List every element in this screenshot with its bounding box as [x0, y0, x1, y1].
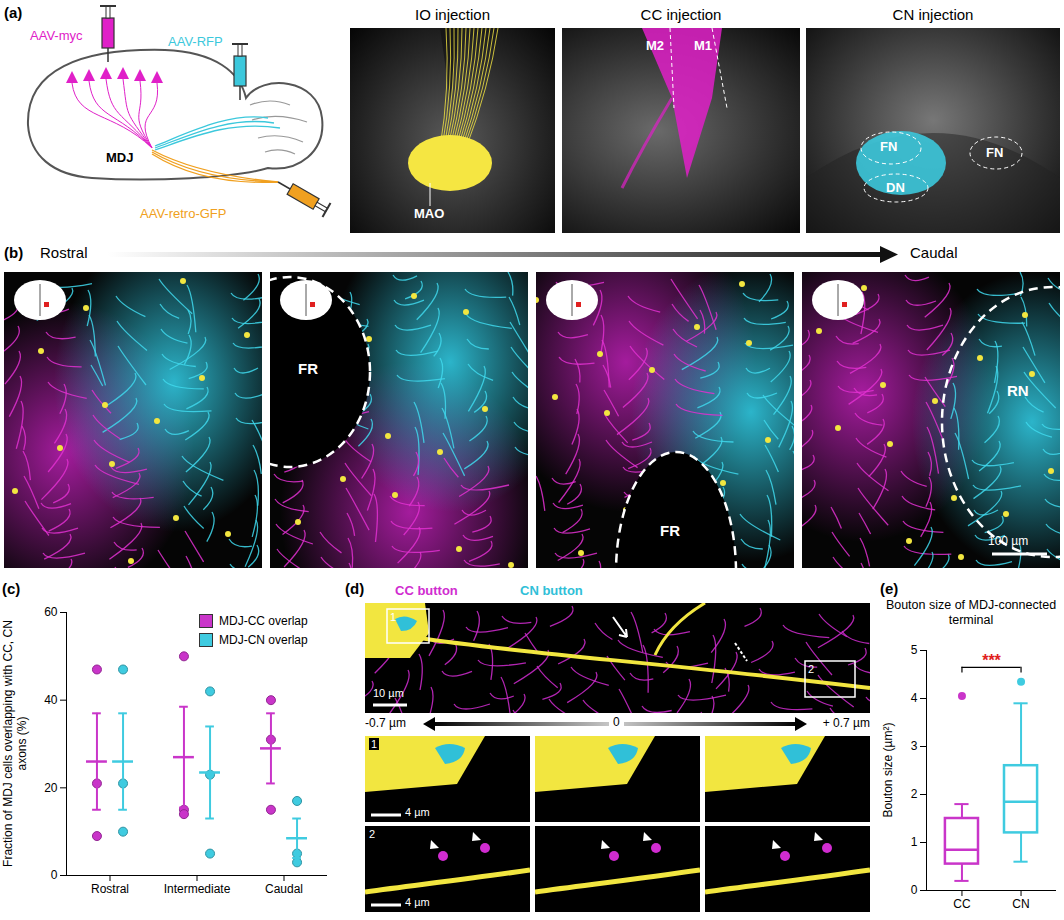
html-text:(e): (e)	[880, 580, 899, 597]
svg-text:Caudal: Caudal	[265, 882, 303, 896]
html-text:Caudal: Caudal	[910, 244, 958, 261]
html-text:100 µm: 100 µm	[988, 534, 1029, 548]
svg-text:4: 4	[911, 691, 918, 705]
html-text:AAV-RFP: AAV-RFP	[168, 34, 223, 49]
html-text:M1: M1	[694, 38, 713, 53]
html-text:Fraction of MDJ cells overlapp: Fraction of MDJ cells overlapping with C…	[1, 620, 29, 867]
html-text:(b): (b)	[4, 244, 24, 261]
html-text:M2: M2	[646, 38, 665, 53]
html-text:AAV-retro-GFP: AAV-retro-GFP	[140, 206, 227, 221]
html-text:Bouton size (µm²): Bouton size (µm²)	[881, 722, 895, 818]
html-text:RN: RN	[1007, 382, 1029, 399]
html-text:1: 1	[371, 738, 378, 750]
html-text:FR: FR	[298, 360, 318, 377]
html-text:Rostral: Rostral	[40, 244, 88, 261]
svg-text:CN: CN	[1012, 897, 1029, 911]
html-text:CC button: CC button	[395, 583, 458, 598]
html-text:MAO: MAO	[414, 206, 445, 221]
html-text:CC injection: CC injection	[640, 6, 722, 23]
html-text:FN: FN	[986, 145, 1004, 160]
svg-text:1: 1	[911, 835, 918, 849]
html-text:2: 2	[369, 828, 376, 840]
html-text:CN injection: CN injection	[892, 6, 974, 23]
html-text:(c): (c)	[2, 580, 21, 597]
html-text:4 µm: 4 µm	[405, 806, 430, 818]
html-text:10 µm: 10 µm	[373, 687, 404, 699]
svg-text:40: 40	[44, 693, 58, 707]
html-text:DN: DN	[886, 180, 905, 195]
html-text:2: 2	[808, 663, 815, 675]
html-text:MDJ-CC overlap: MDJ-CC overlap	[219, 614, 308, 628]
html-text:FR: FR	[660, 522, 680, 539]
svg-text:Rostral: Rostral	[91, 882, 129, 896]
html-text:IO injection: IO injection	[415, 6, 490, 23]
html-text:MDJ: MDJ	[106, 150, 134, 165]
html-text:4 µm: 4 µm	[405, 896, 430, 908]
svg-text:0: 0	[911, 883, 918, 897]
html-text:FN: FN	[880, 139, 898, 154]
html-text:0: 0	[613, 715, 620, 729]
svg-text:***: ***	[982, 652, 1001, 669]
svg-text:2: 2	[911, 787, 918, 801]
svg-text:60: 60	[44, 605, 58, 619]
html-text:1: 1	[390, 611, 397, 623]
html-text:+ 0.7 µm: + 0.7 µm	[822, 716, 870, 730]
html-text:Bouton size of MDJ-connected t: Bouton size of MDJ-connected terminal	[885, 598, 1057, 627]
svg-text:5: 5	[911, 643, 918, 657]
svg-text:CC: CC	[953, 897, 971, 911]
svg-text:0: 0	[51, 868, 58, 882]
html-text:(a): (a)	[4, 4, 23, 21]
svg-text:Intermediate: Intermediate	[164, 882, 231, 896]
html-text:AAV-myc: AAV-myc	[30, 28, 83, 43]
html-text:CN button: CN button	[520, 583, 583, 598]
html-text:MDJ-CN overlap: MDJ-CN overlap	[219, 633, 308, 647]
html-text:-0.7 µm: -0.7 µm	[365, 716, 406, 730]
svg-text:20: 20	[44, 781, 58, 795]
html-text:(d): (d)	[345, 580, 365, 597]
svg-text:3: 3	[911, 739, 918, 753]
